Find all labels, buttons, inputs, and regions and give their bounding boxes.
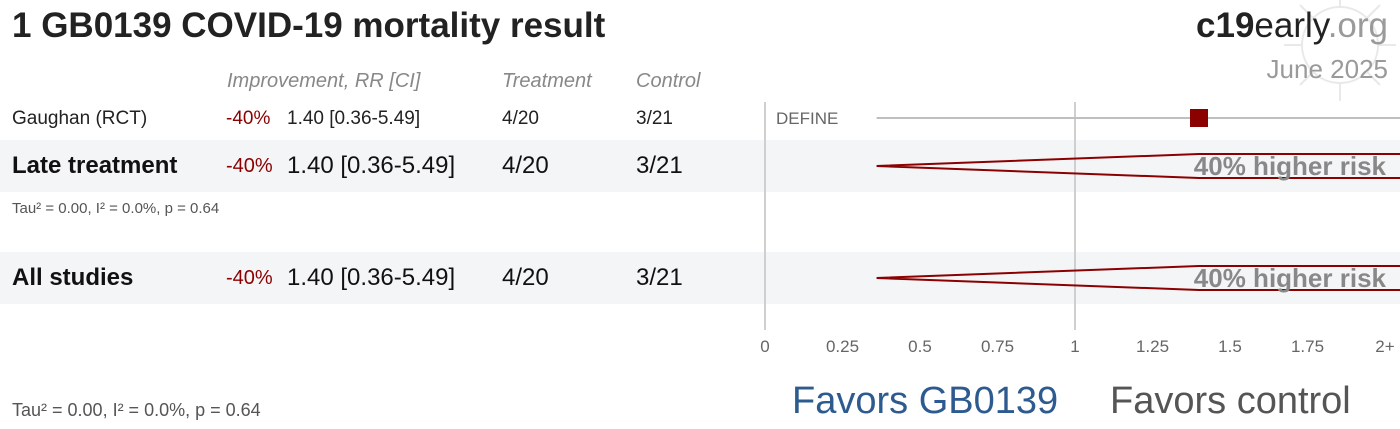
- study-improvement: -40%: [226, 108, 271, 129]
- header-treatment: Treatment: [502, 70, 592, 92]
- all-studies-rr: 1.40 [0.36-5.49]: [287, 264, 456, 291]
- favors-treatment-label: Favors GB0139: [792, 380, 1059, 422]
- late-treatment-name: Late treatment: [12, 152, 178, 179]
- all-studies-stats: Tau² = 0.00, I² = 0.0%, p = 0.64: [12, 400, 261, 420]
- brand-logo: c19early.org: [1196, 6, 1388, 45]
- favors-control-label: Favors control: [1110, 380, 1351, 422]
- header-control: Control: [636, 70, 701, 92]
- late-treatment-rr: 1.40 [0.36-5.49]: [287, 152, 456, 179]
- x-tick-label: 0.75: [981, 337, 1014, 356]
- study-treatment: 4/20: [502, 108, 539, 129]
- late-treatment-band: [0, 140, 1400, 192]
- pooled-risk-label: 40% higher risk: [1194, 151, 1387, 181]
- study-name: Gaughan (RCT): [12, 108, 148, 129]
- late-treatment-treatment: 4/20: [502, 152, 549, 179]
- x-tick-label: 0.25: [826, 337, 859, 356]
- pooled-diamond: [876, 153, 1400, 179]
- x-tick-label: 0: [760, 337, 769, 356]
- header-improvement: Improvement, RR [CI]: [227, 70, 421, 92]
- x-tick-label: 2+: [1375, 337, 1394, 356]
- all-studies-control: 3/21: [636, 264, 683, 291]
- all-studies-improvement: -40%: [226, 267, 273, 289]
- x-tick-label: 0.5: [908, 337, 932, 356]
- x-tick-label: 1: [1070, 337, 1079, 356]
- all-studies-band: [0, 252, 1400, 304]
- all-studies-treatment: 4/20: [502, 264, 549, 291]
- all-studies-name: All studies: [12, 264, 134, 291]
- pooled-diamond: [876, 265, 1400, 291]
- late-treatment-improvement: -40%: [226, 155, 273, 177]
- late-treatment-stats: Tau² = 0.00, I² = 0.0%, p = 0.64: [12, 200, 220, 217]
- pooled-risk-label: 40% higher risk: [1194, 263, 1387, 293]
- page-title: 1 GB0139 COVID-19 mortality result: [12, 6, 606, 45]
- x-tick-label: 1.75: [1291, 337, 1324, 356]
- x-tick-label: 1.25: [1136, 337, 1169, 356]
- study-point-marker: [1190, 109, 1208, 127]
- date-label: June 2025: [1266, 54, 1388, 84]
- study-control: 3/21: [636, 108, 673, 129]
- x-tick-label: 1.5: [1218, 337, 1242, 356]
- study-trial-label: DEFINE: [776, 109, 839, 128]
- study-rr: 1.40 [0.36-5.49]: [287, 108, 421, 129]
- late-treatment-control: 3/21: [636, 152, 683, 179]
- virus-watermark-icon: [1284, 0, 1396, 101]
